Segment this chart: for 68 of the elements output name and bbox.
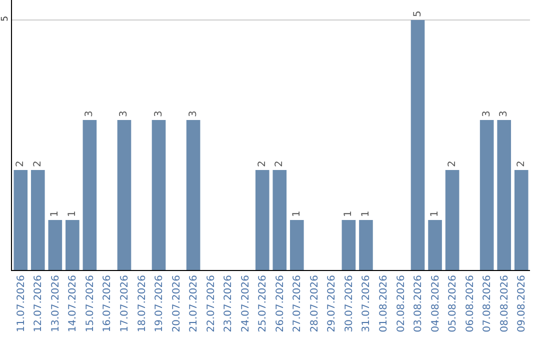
bar <box>342 220 356 270</box>
data-label: 5 <box>412 10 424 17</box>
x-tick-label: 06.08.2026 <box>464 275 476 332</box>
bar <box>480 120 494 270</box>
data-label: 2 <box>256 160 268 167</box>
bar <box>497 120 512 270</box>
x-tick-label: 09.08.2026 <box>516 275 528 332</box>
x-tick-label: 08.08.2026 <box>499 275 510 332</box>
bar <box>290 220 304 270</box>
x-tick-label: 21.07.2026 <box>188 275 200 332</box>
x-tick-label: 05.08.2026 <box>448 275 459 332</box>
data-label: 1 <box>430 210 441 217</box>
x-tick-label: 01.08.2026 <box>378 275 390 332</box>
x-tick-label: 31.07.2026 <box>361 275 372 332</box>
data-label: 3 <box>188 110 199 117</box>
data-label: 3 <box>153 110 164 117</box>
x-tick-label: 22.07.2026 <box>206 275 217 332</box>
x-tick-label: 25.07.2026 <box>258 275 269 332</box>
x-tick-label: 12.07.2026 <box>33 275 44 332</box>
data-label: 3 <box>118 110 130 117</box>
x-tick-label: 02.08.2026 <box>396 275 407 332</box>
x-tick-label: 20.07.2026 <box>171 275 182 332</box>
x-tick-label: 04.08.2026 <box>430 275 442 332</box>
bar <box>445 170 460 270</box>
x-tick-label: 29.07.2026 <box>326 275 338 332</box>
x-tick-label: 24.07.2026 <box>240 275 252 332</box>
bar <box>514 170 528 270</box>
x-tick-label: 18.07.2026 <box>136 275 148 332</box>
x-tick-label: 27.07.2026 <box>292 275 304 332</box>
bar <box>359 220 373 270</box>
x-tick-label: 07.08.2026 <box>482 275 494 332</box>
x-tick-label: 17.07.2026 <box>119 275 130 332</box>
data-label: 1 <box>291 210 302 217</box>
bar <box>117 120 132 270</box>
data-label: 1 <box>66 210 78 217</box>
data-label: 2 <box>32 160 44 167</box>
data-label: 3 <box>498 110 510 117</box>
bar <box>152 120 166 270</box>
data-label: 3 <box>481 110 492 117</box>
data-label: 1 <box>50 210 61 217</box>
data-label: 2 <box>446 160 458 167</box>
bar <box>48 220 62 270</box>
x-tick-label: 14.07.2026 <box>68 275 79 332</box>
x-tick-label: 13.07.2026 <box>50 275 62 332</box>
data-label: 2 <box>516 160 527 167</box>
x-tick-label: 03.08.2026 <box>413 275 424 332</box>
bar <box>30 170 45 270</box>
x-tick-label: 11.07.2026 <box>16 275 27 332</box>
bar <box>186 120 200 270</box>
x-tick-label: 15.07.2026 <box>84 275 96 332</box>
data-label: 1 <box>360 210 372 217</box>
x-tick-label: 19.07.2026 <box>154 275 166 332</box>
bar <box>82 120 97 270</box>
bar <box>66 220 80 270</box>
x-tick-label: 23.07.2026 <box>223 275 234 332</box>
data-label: 1 <box>343 210 354 217</box>
x-tick-label: 16.07.2026 <box>102 275 114 332</box>
bar <box>14 170 28 270</box>
bar <box>428 220 442 270</box>
x-tick-label: 30.07.2026 <box>344 275 355 332</box>
bar <box>255 170 270 270</box>
bar <box>410 20 425 270</box>
data-label: 3 <box>84 110 96 117</box>
data-label: 2 <box>15 160 26 167</box>
data-label: 2 <box>274 160 286 167</box>
x-tick-label: 28.07.2026 <box>309 275 320 332</box>
bar <box>272 170 287 270</box>
x-tick-label: 26.07.2026 <box>274 275 286 332</box>
